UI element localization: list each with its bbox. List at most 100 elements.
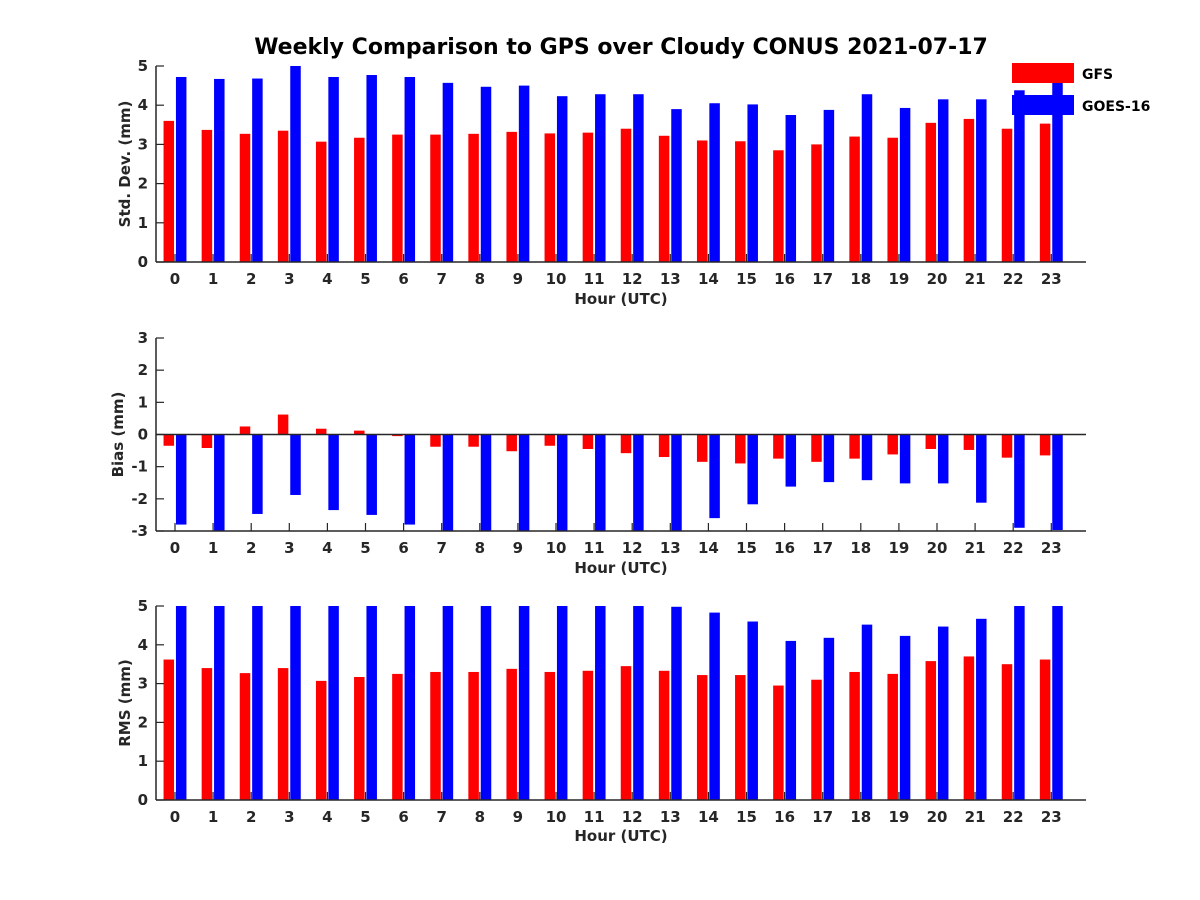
x-tick-label: 16: [774, 808, 795, 826]
y-tick-label: 3: [138, 329, 148, 347]
bar-gfs-hour-13: [658, 135, 670, 262]
y-tick-label: 0: [138, 253, 148, 271]
x-tick-label: 0: [170, 270, 180, 288]
bar-goes16-hour-1: [214, 606, 225, 800]
bar-gfs-hour-13: [658, 434, 670, 458]
bar-goes16-hour-14: [709, 434, 720, 519]
x-tick-label: 14: [698, 808, 719, 826]
bar-gfs-hour-2: [239, 673, 251, 800]
x-tick-label: 18: [850, 808, 871, 826]
x-axis-label: Hour (UTC): [574, 827, 667, 845]
bar-goes16-hour-16: [785, 640, 797, 800]
x-tick-label: 6: [398, 270, 408, 288]
y-tick-label: 1: [138, 752, 148, 770]
bar-gfs-hour-1: [201, 129, 213, 262]
x-tick-label: 15: [736, 808, 757, 826]
bar-goes16-hour-23: [1052, 81, 1063, 263]
y-tick-label: 5: [138, 597, 148, 615]
x-tick-label: 20: [927, 270, 948, 288]
bar-gfs-hour-17: [811, 434, 822, 462]
y-tick-label: 4: [138, 96, 148, 114]
bar-gfs-hour-3: [277, 130, 289, 262]
x-tick-label: 4: [322, 808, 332, 826]
bar-goes16-hour-3: [290, 66, 301, 262]
y-tick-label: -3: [131, 522, 148, 540]
x-tick-label: 11: [584, 539, 605, 557]
bar-gfs-hour-2: [239, 426, 251, 435]
x-tick-label: 11: [584, 270, 605, 288]
bar-goes16-hour-12: [633, 434, 644, 531]
bar-gfs-hour-9: [506, 434, 517, 452]
x-tick-label: 8: [475, 539, 485, 557]
bar-gfs-hour-7: [430, 434, 441, 447]
bar-goes16-hour-1: [214, 434, 225, 531]
bar-goes16-hour-16: [785, 115, 797, 262]
bar-goes16-hour-13: [671, 434, 682, 531]
x-tick-label: 23: [1041, 270, 1062, 288]
x-tick-label: 23: [1041, 539, 1062, 557]
bar-gfs-hour-8: [468, 671, 479, 800]
bar-goes16-hour-20: [937, 434, 949, 484]
bar-goes16-hour-0: [175, 606, 187, 800]
bar-gfs-hour-7: [430, 134, 441, 262]
bar-gfs-hour-0: [163, 659, 175, 800]
bar-gfs-hour-20: [925, 122, 937, 262]
bar-goes16-hour-11: [595, 434, 606, 531]
x-tick-label: 6: [398, 539, 408, 557]
x-tick-label: 14: [698, 539, 719, 557]
bar-goes16-hour-19: [899, 635, 911, 800]
bar-gfs-hour-17: [811, 144, 822, 262]
x-tick-label: 1: [208, 539, 218, 557]
bar-gfs-hour-23: [1039, 434, 1051, 456]
x-tick-label: 7: [436, 539, 446, 557]
bar-gfs-hour-10: [544, 671, 556, 800]
bar-gfs-hour-5: [354, 677, 365, 800]
x-tick-label: 23: [1041, 808, 1062, 826]
y-tick-label: 1: [138, 393, 148, 411]
x-tick-label: 13: [660, 808, 681, 826]
x-tick-label: 10: [546, 270, 567, 288]
x-tick-label: 17: [812, 270, 833, 288]
x-tick-label: 21: [965, 539, 986, 557]
bar-goes16-hour-0: [175, 76, 187, 262]
x-tick-label: 6: [398, 808, 408, 826]
bar-gfs-hour-21: [963, 118, 975, 262]
x-tick-label: 10: [546, 808, 567, 826]
bar-goes16-hour-13: [671, 109, 682, 263]
bar-gfs-hour-9: [506, 668, 517, 800]
x-tick-label: 13: [660, 270, 681, 288]
x-tick-label: 0: [170, 808, 180, 826]
bar-gfs-hour-16: [773, 434, 784, 459]
y-tick-label: 1: [138, 214, 148, 232]
bar-goes16-hour-8: [480, 606, 492, 800]
bar-goes16-hour-18: [861, 94, 873, 262]
bar-goes16-hour-17: [823, 434, 835, 483]
bar-goes16-hour-7: [442, 434, 454, 531]
bar-goes16-hour-6: [404, 606, 416, 800]
x-tick-label: 9: [513, 808, 523, 826]
bar-gfs-hour-6: [392, 673, 403, 800]
x-tick-label: 16: [774, 539, 795, 557]
bar-goes16-hour-16: [785, 434, 797, 487]
bar-goes16-hour-22: [1014, 90, 1025, 262]
bar-goes16-hour-9: [518, 434, 530, 531]
bar-gfs-hour-3: [277, 414, 289, 435]
bar-goes16-hour-15: [747, 621, 758, 800]
bar-gfs-hour-13: [658, 670, 670, 800]
bar-gfs-hour-6: [392, 134, 403, 262]
bar-gfs-hour-9: [506, 131, 517, 262]
figure-title: Weekly Comparison to GPS over Cloudy CON…: [254, 35, 988, 60]
bar-goes16-hour-20: [937, 99, 949, 262]
bar-gfs-hour-19: [887, 137, 898, 262]
bar-gfs-hour-11: [582, 132, 594, 262]
bar-goes16-hour-12: [633, 94, 644, 262]
bar-gfs-hour-0: [163, 434, 175, 446]
bar-goes16-hour-0: [175, 434, 187, 525]
bar-goes16-hour-8: [480, 86, 492, 262]
x-tick-label: 19: [888, 808, 909, 826]
bar-gfs-hour-1: [201, 668, 213, 800]
x-tick-label: 12: [622, 270, 643, 288]
